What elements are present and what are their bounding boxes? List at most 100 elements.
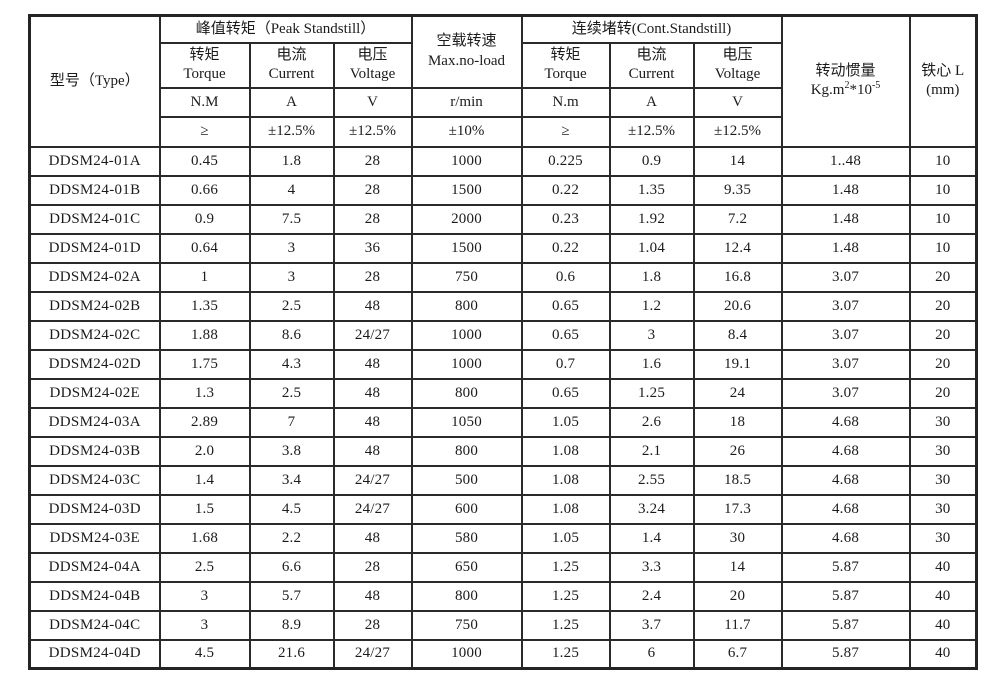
table-row: DDSM24-04A 2.5 6.6 28 650 1.25 3.3 14 5.87 40 [28, 551, 978, 583]
value-cell: 48 [332, 406, 413, 438]
header-cont-standstill-group: 连续堵转(Cont.Standstill) [520, 14, 783, 44]
value-cell: 14 [692, 145, 783, 177]
value-cell: 1.08 [520, 435, 611, 467]
value-cell: 10 [908, 174, 978, 206]
value-cell: 8.4 [692, 319, 783, 351]
value-cell: 48 [332, 377, 413, 409]
value-cell: 20 [692, 580, 783, 612]
value-cell: 6.7 [692, 638, 783, 670]
value-cell: 580 [410, 522, 523, 554]
value-cell: 30 [908, 522, 978, 554]
value-cell: 3.07 [780, 348, 911, 380]
model-cell: DDSM24-04A [28, 551, 161, 583]
value-cell: 1000 [410, 319, 523, 351]
table-row: DDSM24-02B 1.35 2.5 48 800 0.65 1.2 20.6 3.07 20 [28, 290, 978, 322]
noload-label-en: Max.no-load [427, 52, 506, 69]
value-cell: 24/27 [332, 319, 413, 351]
value-cell: 2.2 [248, 522, 335, 554]
value-cell: 0.65 [520, 319, 611, 351]
unit-cont-torque: N.m [520, 86, 611, 118]
value-cell: 2.5 [248, 290, 335, 322]
value-cell: 28 [332, 261, 413, 293]
table-row: DDSM24-02D 1.75 4.3 48 1000 0.7 1.6 19.1 3.07 20 [28, 348, 978, 380]
value-cell: 3.07 [780, 319, 911, 351]
header-type: 型号（Type） [28, 14, 161, 148]
value-cell: 3.07 [780, 261, 911, 293]
unit-peak-current: A [248, 86, 335, 118]
model-cell: DDSM24-04D [28, 638, 161, 670]
value-cell: 10 [908, 232, 978, 264]
value-cell: 10 [908, 145, 978, 177]
header-max-no-load: 空载转速 Max.no-load [410, 14, 523, 89]
value-cell: 14 [692, 551, 783, 583]
value-cell: 48 [332, 522, 413, 554]
value-cell: 20 [908, 319, 978, 351]
value-cell: 650 [410, 551, 523, 583]
value-cell: 0.6 [520, 261, 611, 293]
value-cell: 5.87 [780, 580, 911, 612]
value-cell: 4 [248, 174, 335, 206]
model-cell: DDSM24-02A [28, 261, 161, 293]
value-cell: 20 [908, 290, 978, 322]
value-cell: 30 [908, 464, 978, 496]
value-cell: 750 [410, 261, 523, 293]
value-cell: 10 [908, 203, 978, 235]
value-cell: 2.0 [158, 435, 251, 467]
header-core-length: 铁心 L (mm) [908, 14, 978, 148]
value-cell: 1.68 [158, 522, 251, 554]
value-cell: 1.48 [780, 203, 911, 235]
value-cell: 12.4 [692, 232, 783, 264]
value-cell: 4.68 [780, 464, 911, 496]
value-cell: 1.75 [158, 348, 251, 380]
tolerance-cont-torque: ≥ [520, 115, 611, 148]
value-cell: 4.68 [780, 522, 911, 554]
value-cell: 4.68 [780, 406, 911, 438]
value-cell: 24/27 [332, 464, 413, 496]
value-cell: 9.35 [692, 174, 783, 206]
model-cell: DDSM24-01B [28, 174, 161, 206]
header-peak-voltage: 电压 Voltage [332, 41, 413, 89]
value-cell: 1.08 [520, 493, 611, 525]
inertia-label-cn: 转动惯量 [815, 62, 876, 79]
table-row: DDSM24-03A 2.89 7 48 1050 1.05 2.6 18 4.68 30 [28, 406, 978, 438]
value-cell: 2.1 [608, 435, 695, 467]
model-cell: DDSM24-02B [28, 290, 161, 322]
value-cell: 3 [608, 319, 695, 351]
table-row: DDSM24-01A 0.45 1.8 28 1000 0.225 0.9 14 1..48 10 [28, 145, 978, 177]
value-cell: 0.64 [158, 232, 251, 264]
value-cell: 26 [692, 435, 783, 467]
value-cell: 1.35 [608, 174, 695, 206]
value-cell: 1000 [410, 348, 523, 380]
value-cell: 3.07 [780, 377, 911, 409]
value-cell: 20 [908, 348, 978, 380]
value-cell: 0.23 [520, 203, 611, 235]
header-peak-standstill-group: 峰值转矩（Peak Standstill） [158, 14, 413, 44]
value-cell: 0.66 [158, 174, 251, 206]
table-row: DDSM24-02A 1 3 28 750 0.6 1.8 16.8 3.07 20 [28, 261, 978, 293]
value-cell: 40 [908, 580, 978, 612]
value-cell: 800 [410, 377, 523, 409]
value-cell: 3.4 [248, 464, 335, 496]
value-cell: 4.5 [158, 638, 251, 670]
header-cont-torque: 转矩 Torque [520, 41, 611, 89]
value-cell: 1.05 [520, 522, 611, 554]
value-cell: 5.87 [780, 551, 911, 583]
value-cell: 4.3 [248, 348, 335, 380]
core-unit: (mm) [926, 82, 960, 99]
value-cell: 1.8 [248, 145, 335, 177]
value-cell: 24/27 [332, 493, 413, 525]
value-cell: 5.87 [780, 609, 911, 641]
value-cell: 1 [158, 261, 251, 293]
value-cell: 3 [248, 261, 335, 293]
value-cell: 11.7 [692, 609, 783, 641]
value-cell: 3 [158, 609, 251, 641]
unit-peak-voltage: V [332, 86, 413, 118]
model-cell: DDSM24-04C [28, 609, 161, 641]
value-cell: 750 [410, 609, 523, 641]
value-cell: 7 [248, 406, 335, 438]
table-row: DDSM24-02E 1.3 2.5 48 800 0.65 1.25 24 3.07 20 [28, 377, 978, 409]
value-cell: 40 [908, 638, 978, 670]
value-cell: 19.1 [692, 348, 783, 380]
value-cell: 0.9 [158, 203, 251, 235]
